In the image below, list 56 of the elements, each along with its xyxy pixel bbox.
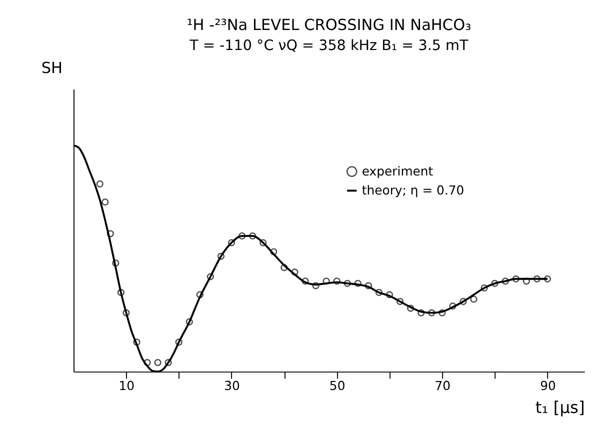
- point: [375, 288, 383, 296]
- point: [407, 304, 414, 312]
- legend-label: experiment: [362, 163, 434, 178]
- point: [112, 260, 120, 267]
- point: [533, 275, 541, 282]
- point: [175, 338, 182, 346]
- point: [312, 282, 320, 290]
- point: [322, 278, 330, 285]
- point: [238, 232, 246, 240]
- x-tick-label: 70: [434, 378, 451, 394]
- point: [291, 268, 298, 276]
- point: [154, 358, 162, 366]
- x-tick-label: 30: [224, 378, 240, 394]
- point: [344, 280, 351, 287]
- y-axis-title: SH: [41, 59, 63, 78]
- chart-title: ¹H -²³Na LEVEL CROSSING IN NaHCO₃: [186, 16, 472, 34]
- point: [228, 239, 236, 246]
- point: [96, 180, 104, 188]
- point: [522, 278, 530, 285]
- point: [302, 278, 309, 285]
- point: [460, 298, 467, 306]
- x-tick-label: 50: [329, 378, 346, 394]
- point: [333, 278, 340, 285]
- point: [249, 232, 256, 240]
- point: [122, 309, 130, 316]
- point: [470, 296, 478, 303]
- point: [428, 309, 436, 316]
- point: [106, 230, 114, 238]
- point: [260, 239, 267, 246]
- point: [502, 278, 509, 285]
- point: [491, 280, 498, 287]
- x-axis-title: t₁ [μs]: [535, 398, 585, 418]
- point: [512, 275, 520, 282]
- point: [438, 309, 446, 316]
- x-tick-label: 10: [118, 378, 135, 394]
- point: [196, 291, 204, 298]
- point: [270, 248, 278, 256]
- point: [354, 280, 362, 287]
- point: [364, 282, 372, 290]
- point: [117, 288, 124, 296]
- point: [102, 198, 109, 206]
- point: [217, 252, 225, 260]
- legend-label: theory; η = 0.70: [362, 182, 464, 198]
- point: [133, 338, 140, 346]
- point: [386, 291, 394, 298]
- chart-subtitle: T = -110 °C νQ = 358 kHz B₁ = 3.5 mT: [188, 38, 468, 54]
- point: [418, 309, 425, 316]
- point: [280, 264, 288, 272]
- point: [164, 358, 172, 366]
- point: [206, 273, 214, 280]
- point: [186, 318, 193, 326]
- point: [480, 284, 488, 292]
- x-tick-label: 90: [540, 378, 556, 394]
- point: [144, 358, 151, 366]
- point: [449, 302, 456, 310]
- point: [396, 298, 404, 306]
